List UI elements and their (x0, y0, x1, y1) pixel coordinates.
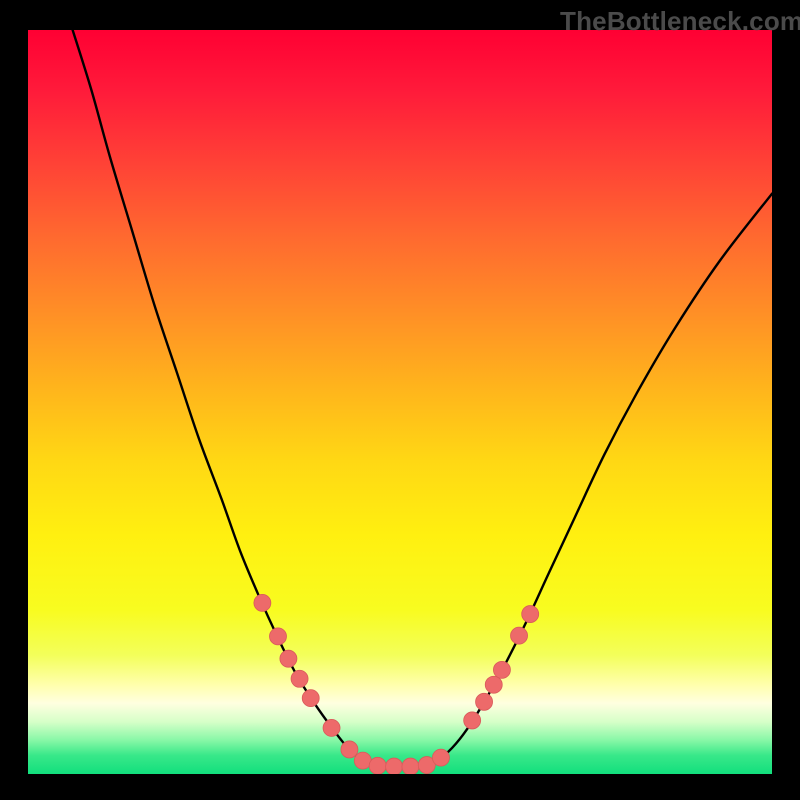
curve-layer (28, 30, 772, 774)
data-marker (369, 757, 386, 774)
data-marker (485, 676, 502, 693)
data-marker (522, 606, 539, 623)
data-marker (402, 758, 419, 774)
data-marker (254, 594, 271, 611)
data-marker (323, 719, 340, 736)
data-marker (386, 758, 403, 774)
data-marker (432, 749, 449, 766)
watermark-text: TheBottleneck.com (560, 6, 800, 37)
data-marker (341, 741, 358, 758)
data-marker (354, 752, 371, 769)
plot-area (28, 30, 772, 774)
data-marker (464, 712, 481, 729)
data-marker (280, 650, 297, 667)
data-marker (269, 628, 286, 645)
data-marker (511, 627, 528, 644)
data-marker (302, 690, 319, 707)
data-marker (476, 693, 493, 710)
v-curve (73, 30, 772, 767)
data-marker (493, 661, 510, 678)
data-marker (291, 670, 308, 687)
